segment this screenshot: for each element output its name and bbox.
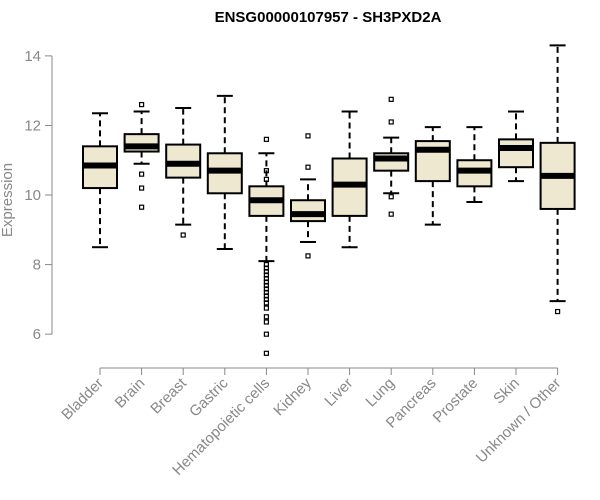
x-tick-label: Skin (490, 375, 523, 408)
y-tick-label: 10 (24, 187, 41, 204)
y-tick-label: 6 (33, 326, 41, 343)
outlier-point (388, 211, 394, 217)
outlier-point (263, 331, 269, 337)
y-tick-label: 12 (24, 117, 41, 134)
box-hematopoietic-cells (248, 136, 285, 356)
box-unknown-other (539, 44, 576, 315)
x-tick-label: Brain (112, 375, 149, 412)
x-tick-label: Prostate (430, 375, 482, 427)
y-axis-label: Expression (0, 163, 16, 237)
x-tick-label: Kidney (270, 374, 315, 419)
box-breast (165, 107, 202, 238)
box-prostate (456, 126, 493, 203)
outlier-point (305, 133, 311, 139)
box-bladder (82, 112, 118, 249)
outlier-point (139, 204, 145, 210)
box-kidney (290, 133, 326, 259)
box-gastric (206, 94, 243, 250)
outlier-point (263, 350, 269, 356)
box-liver (331, 110, 368, 249)
y-axis: 6 8 10 12 14 (24, 48, 53, 343)
outlier-point (263, 305, 269, 311)
chart-title: ENSG00000107957 - SH3PXD2A (215, 9, 442, 26)
box-pancreas (414, 126, 451, 226)
outlier-point (305, 253, 311, 259)
x-tick-label: Liver (321, 375, 356, 410)
boxes-group (82, 44, 576, 356)
outlier-point (263, 176, 269, 182)
outlier-point (263, 300, 269, 306)
outlier-point (263, 168, 269, 174)
outlier-point (305, 164, 311, 170)
outlier-point (388, 96, 394, 102)
outlier-point (139, 185, 145, 191)
box-skin (498, 110, 534, 183)
y-tick-label: 14 (24, 48, 41, 65)
x-tick-label: Lung (362, 375, 398, 411)
outlier-point (388, 194, 394, 200)
outlier-point (263, 319, 269, 325)
outlier-point (139, 171, 145, 177)
outlier-point (554, 308, 561, 315)
outlier-point (139, 101, 145, 108)
box-lung (373, 96, 410, 217)
box-brain (123, 101, 160, 210)
y-tick-label: 8 (33, 257, 41, 274)
iqr-box (498, 138, 534, 169)
iqr-box (290, 199, 326, 223)
outlier-point (263, 314, 269, 320)
x-tick-label: Breast (147, 374, 190, 417)
outlier-point (180, 232, 186, 238)
outlier-point (388, 119, 394, 125)
outlier-point (263, 136, 269, 142)
x-tick-label: Bladder (58, 375, 107, 424)
